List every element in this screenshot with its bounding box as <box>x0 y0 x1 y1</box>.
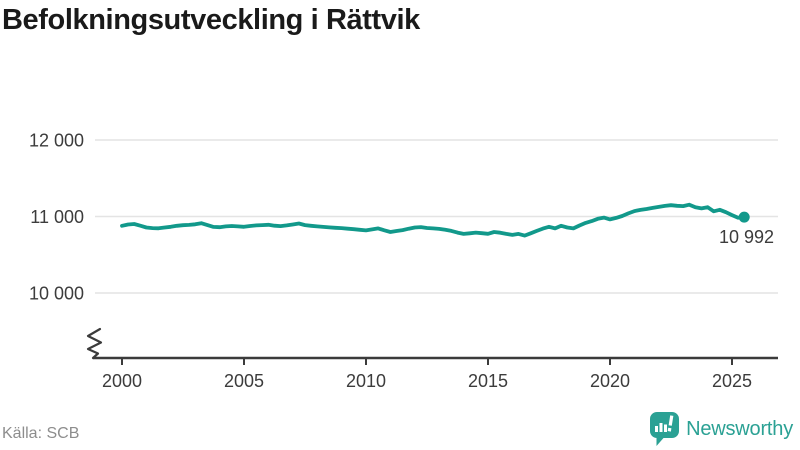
y-axis-tick-label: 12 000 <box>29 131 84 151</box>
series-end-dot <box>738 211 750 223</box>
series-end-value-label: 10 992 <box>719 227 774 247</box>
x-axis-tick-label: 2010 <box>346 371 386 391</box>
page-title: Befolkningsutveckling i Rättvik <box>2 4 420 36</box>
y-axis-tick-label: 10 000 <box>29 284 84 304</box>
x-axis-tick-label: 2020 <box>590 371 630 391</box>
x-axis-tick-label: 2000 <box>102 371 142 391</box>
x-axis-tick-label: 2005 <box>224 371 264 391</box>
x-axis-tick-label: 2015 <box>468 371 508 391</box>
newsworthy-logo[interactable]: Newsworthy <box>650 412 793 446</box>
y-axis-tick-label: 11 000 <box>30 207 84 227</box>
newsworthy-icon <box>650 412 680 446</box>
y-axis-break-icon <box>86 327 103 360</box>
population-line-chart: 10 000 11 000 12 000 2000 2005 2010 2015 2020 20… <box>29 131 778 391</box>
footer: Källa: SCB Newsworthy <box>0 406 800 450</box>
source-label: Källa: SCB <box>2 425 80 442</box>
population-series-line <box>120 202 747 238</box>
x-axis-tick-label: 2025 <box>712 371 752 391</box>
newsworthy-wordmark: Newsworthy <box>686 417 793 440</box>
